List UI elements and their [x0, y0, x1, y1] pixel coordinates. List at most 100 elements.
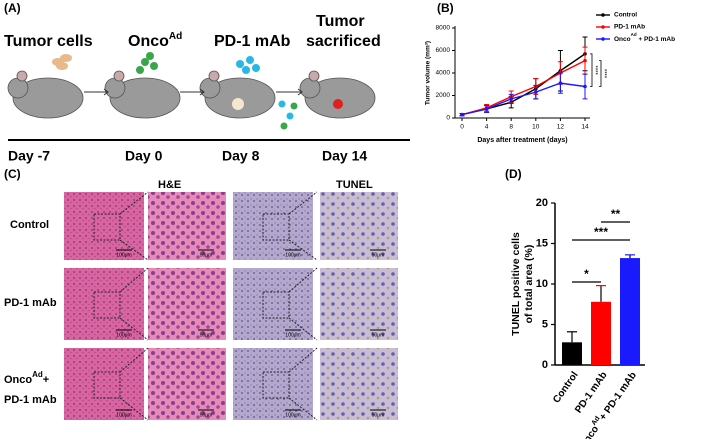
day-label: Day 0: [125, 148, 163, 164]
row-label: PD-1 mAb: [4, 297, 57, 309]
micrograph: [64, 268, 144, 340]
micrographs: 100μm 50μm 100μm 50μm 100μm 50μm 100μm 50μm 100μ…: [64, 191, 398, 421]
scale-bar-label: 50μm: [200, 252, 213, 258]
significance-label: ****: [600, 69, 606, 79]
text-part: Onco: [577, 424, 601, 439]
mice: [7, 70, 376, 119]
zoom-box: [93, 291, 121, 319]
step-label: OncoAd: [128, 31, 182, 51]
legend-marker: [601, 13, 605, 17]
scale-bar-label: 50μm: [372, 332, 385, 338]
point: [509, 97, 513, 101]
x-axis-label: Days after treatment (days): [477, 137, 567, 144]
row-label: OncoAd+: [4, 370, 49, 386]
zoom-line: [119, 267, 149, 293]
x-tick-label: 8: [509, 124, 513, 131]
row-label: PD-1 mAb: [4, 394, 57, 406]
micrograph: [320, 192, 398, 260]
significance-label: ***: [594, 225, 608, 239]
micrograph: [233, 268, 313, 340]
micrograph: [64, 192, 144, 260]
x-tick-label: 4: [485, 124, 489, 131]
point: [583, 58, 587, 63]
scale-bar-label: 50μm: [200, 412, 213, 418]
y-tick-label: 15: [536, 237, 548, 249]
zoom-box: [93, 213, 121, 241]
y-axis-label: of total area (%): [523, 245, 535, 324]
legend-label: PD-1 mAb: [614, 24, 645, 31]
step-label: PD-1 mAb: [214, 33, 291, 50]
x-tick-label: 10: [532, 124, 540, 131]
micrograph: [148, 192, 226, 260]
zoom-line: [288, 347, 318, 373]
zoom-line: [288, 191, 318, 215]
zoom-line: [288, 239, 318, 261]
significance-bracket: [590, 53, 593, 87]
micrograph: [233, 192, 313, 260]
y-tick-label: 2000: [436, 92, 451, 99]
arrows: [84, 88, 303, 96]
y-tick-label: 5: [542, 318, 548, 330]
zoom-box: [93, 371, 121, 399]
significance-label: **: [611, 207, 621, 221]
zoom-line: [288, 317, 318, 341]
panel-label: (D): [505, 167, 522, 181]
y-tick-label: 0: [542, 359, 548, 371]
scale-bar-label: 50μm: [200, 332, 213, 338]
bar: [620, 258, 640, 365]
y-tick-label: 20: [536, 197, 548, 209]
micrograph: [320, 348, 398, 420]
text-part: Ad: [631, 32, 637, 37]
point: [583, 84, 587, 89]
y-axis-label: TUNEL positive cells: [510, 232, 522, 336]
zoom-line: [288, 397, 318, 421]
panel-label: (A): [4, 1, 21, 15]
significance-bracket: [599, 60, 602, 87]
x-tick-label: 0: [460, 124, 464, 131]
y-axis-label: Tumor volume (mm³): [425, 41, 432, 105]
bar: [591, 301, 611, 365]
scale-bar-label: 100μm: [285, 412, 300, 418]
zoom-box: [262, 371, 290, 399]
point: [460, 112, 464, 117]
x-tick-label: 14: [581, 124, 589, 131]
zoom-line: [119, 347, 149, 373]
scale-bar-label: 50μm: [372, 412, 385, 418]
step-label: sacrificed: [306, 33, 381, 50]
scale-bar-label: 100μm: [116, 332, 131, 338]
micrograph: [320, 268, 398, 340]
x-tick-label: Control: [551, 370, 581, 406]
injections: [52, 52, 343, 130]
y-tick-label: 10: [536, 278, 548, 290]
micrograph: [148, 268, 226, 340]
scale-bar-label: 100μm: [285, 252, 300, 258]
zoom-line: [119, 317, 149, 341]
y-tick-label: 0: [446, 115, 450, 122]
zoom-line: [119, 191, 149, 215]
zoom-box: [262, 291, 290, 319]
significance-label: ****: [591, 66, 597, 76]
panel-label: (C): [4, 167, 21, 181]
bar: [562, 342, 582, 365]
scale-bar-label: 100μm: [116, 252, 131, 258]
y-tick-label: 6000: [436, 47, 451, 54]
x-tick-label: 12: [557, 124, 565, 131]
day-label: Day 14: [322, 148, 367, 164]
column-header: H&E: [158, 179, 181, 191]
zoom-box: [262, 213, 290, 241]
text-part: + PD-1 mAb: [637, 36, 675, 43]
series-line: [461, 59, 586, 116]
zoom-line: [119, 239, 149, 261]
y-tick-label: 8000: [436, 25, 451, 32]
legend-marker: [601, 37, 605, 41]
micrograph: [148, 348, 226, 420]
significance-label: *: [584, 267, 589, 281]
zoom-line: [288, 267, 318, 293]
point: [558, 81, 563, 85]
micrograph: [233, 348, 313, 420]
panel-label: (B): [437, 1, 454, 15]
text-part: Ad: [590, 415, 601, 427]
point: [484, 107, 489, 111]
zoom-line: [119, 397, 149, 421]
